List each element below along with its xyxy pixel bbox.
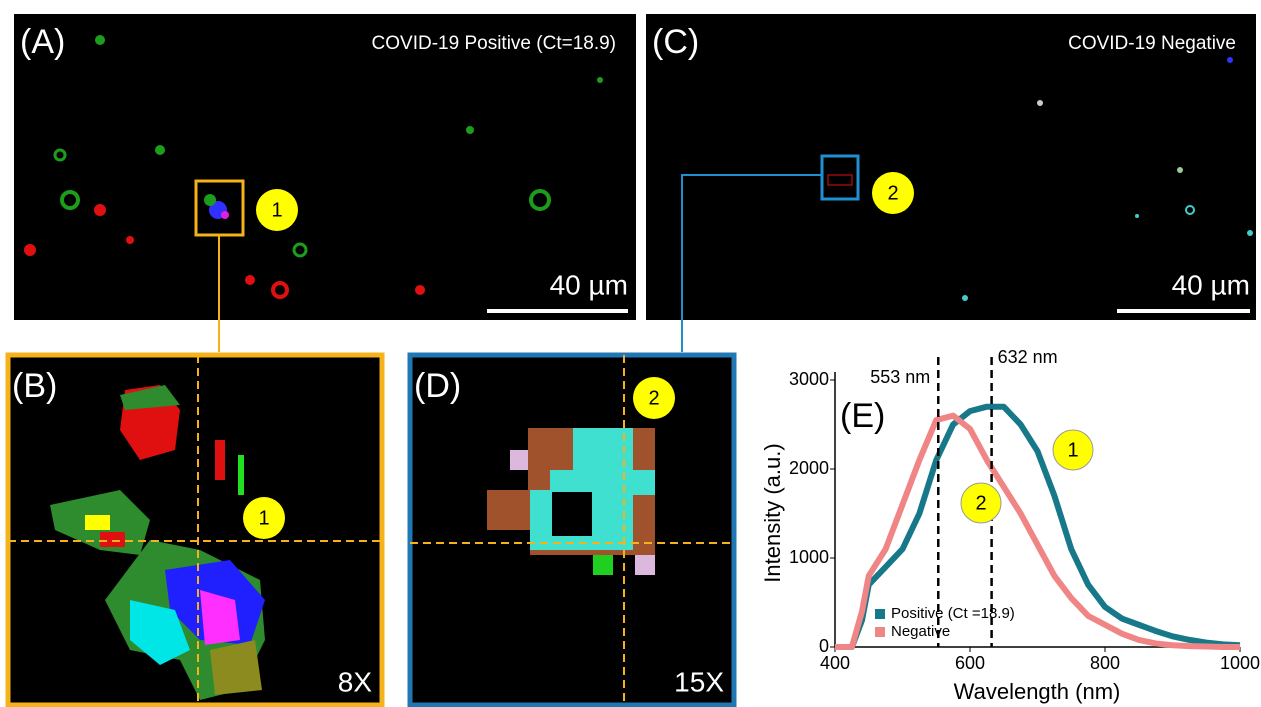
reference-label: 553 nm bbox=[870, 367, 930, 387]
legend-label: Positive (Ct =18.9) bbox=[891, 605, 1015, 622]
micrograph-c bbox=[646, 14, 1256, 320]
marker-c-text: 2 bbox=[887, 182, 898, 204]
scale-bar-c bbox=[1117, 309, 1250, 313]
panel-title-c: COVID-19 Negative bbox=[1068, 33, 1236, 54]
marker-a-text: 1 bbox=[271, 199, 282, 221]
micrograph-a bbox=[14, 14, 636, 320]
spectrum-marker-text: 2 bbox=[975, 492, 986, 514]
panel-label-e: (E) bbox=[840, 397, 885, 435]
y-axis-title: Intensity (a.u.) bbox=[760, 443, 785, 582]
panel-label-b: (B) bbox=[12, 367, 57, 405]
panel-label-d: (D) bbox=[414, 367, 461, 405]
panel-title-a: COVID-19 Positive (Ct=18.9) bbox=[372, 33, 616, 54]
y-tick-label: 1000 bbox=[789, 547, 829, 567]
x-axis-title: Wavelength (nm) bbox=[954, 679, 1121, 704]
legend-swatch bbox=[875, 609, 885, 619]
reference-label: 632 nm bbox=[998, 347, 1058, 367]
x-tick-label: 1000 bbox=[1220, 653, 1260, 673]
y-tick-label: 3000 bbox=[789, 369, 829, 389]
y-tick-label: 0 bbox=[819, 636, 829, 656]
x-tick-label: 600 bbox=[955, 653, 985, 673]
legend-swatch bbox=[875, 627, 885, 637]
scale-bar-a bbox=[487, 309, 628, 313]
figure: 1 (A) COVID-19 Positive (Ct=18.9) 40 µm … bbox=[0, 0, 1261, 707]
marker-b-text: 1 bbox=[258, 507, 269, 529]
x-tick-label: 400 bbox=[820, 653, 850, 673]
scale-bar-label-c: 40 µm bbox=[1172, 269, 1250, 300]
figure-canvas: 1 (A) COVID-19 Positive (Ct=18.9) 40 µm … bbox=[0, 0, 1261, 707]
x-tick-label: 800 bbox=[1090, 653, 1120, 673]
y-tick-label: 2000 bbox=[789, 458, 829, 478]
magnification-d: 15X bbox=[674, 666, 724, 697]
legend-label: Negative bbox=[891, 623, 950, 640]
magnification-b: 8X bbox=[338, 666, 373, 697]
marker-d-text: 2 bbox=[648, 387, 659, 409]
scale-bar-label-a: 40 µm bbox=[550, 269, 628, 300]
panel-label-a: (A) bbox=[20, 23, 65, 61]
panel-label-c: (C) bbox=[652, 23, 699, 61]
spectrum-marker-text: 1 bbox=[1067, 439, 1078, 461]
